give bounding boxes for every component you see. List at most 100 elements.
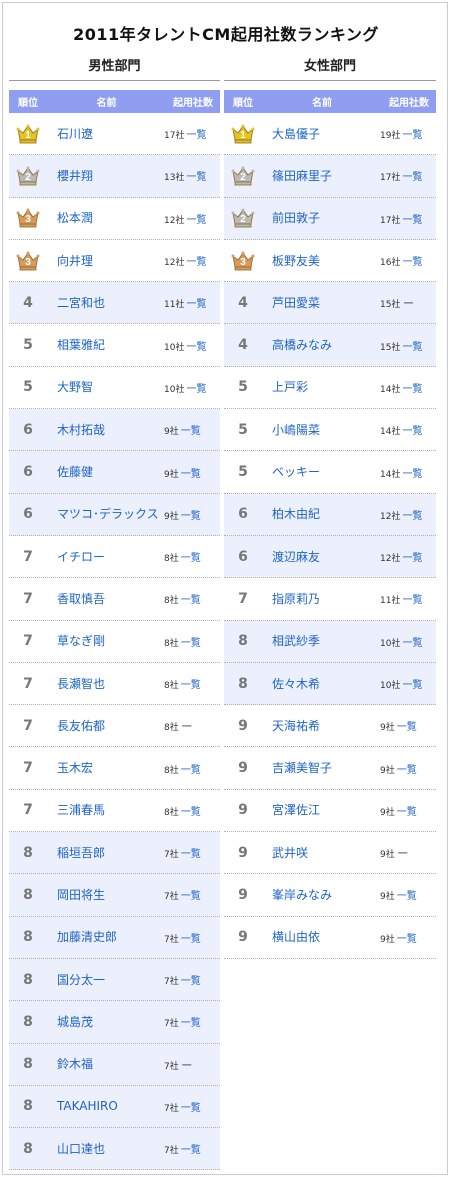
list-link[interactable]: 一覧 (180, 806, 201, 818)
talent-name-link[interactable]: 大島優子 (272, 126, 321, 141)
list-link[interactable]: 一覧 (186, 130, 207, 142)
talent-name-link[interactable]: 板野友美 (272, 253, 321, 268)
list-link[interactable]: 一覧 (180, 764, 201, 776)
talent-name-link[interactable]: 香取慎吾 (57, 591, 106, 606)
talent-name-link[interactable]: 相武紗季 (272, 634, 321, 649)
talent-name-link[interactable]: 櫻井翔 (57, 168, 94, 183)
list-link[interactable]: 一覧 (180, 891, 201, 903)
list-link[interactable]: 一覧 (186, 257, 207, 269)
list-link[interactable]: 一覧 (396, 764, 417, 776)
table-row: 6 柏木由紀 12社 一覧 (224, 493, 436, 536)
list-link[interactable]: 一覧 (402, 637, 423, 649)
talent-name-link[interactable]: 相葉雅紀 (57, 338, 106, 353)
list-link[interactable]: 一覧 (180, 595, 201, 607)
list-link[interactable]: 一覧 (186, 214, 207, 226)
talent-name-link[interactable]: 芦田愛菜 (272, 295, 321, 310)
count-cell: 8社 一覧 (164, 761, 220, 776)
talent-name-link[interactable]: 佐々木希 (272, 676, 321, 691)
talent-name-link[interactable]: 城島茂 (57, 1014, 94, 1029)
list-link[interactable]: 一覧 (186, 299, 207, 311)
talent-name-link[interactable]: 高橋みなみ (272, 338, 333, 353)
talent-name-link[interactable]: 草なぎ剛 (57, 634, 106, 649)
talent-name-link[interactable]: 峯岸みなみ (272, 887, 333, 902)
list-link[interactable]: 一覧 (396, 806, 417, 818)
talent-name-link[interactable]: 加藤清史郎 (57, 930, 118, 945)
talent-name-link[interactable]: ベッキー (272, 465, 321, 480)
count-cell: 14社 一覧 (380, 422, 436, 437)
list-link[interactable]: 一覧 (180, 933, 201, 945)
list-link[interactable]: 一覧 (186, 172, 207, 184)
rank-cell: 9 (224, 760, 262, 776)
list-link[interactable]: 一覧 (180, 553, 201, 565)
talent-name-link[interactable]: 岡田将生 (57, 887, 106, 902)
table-row: 8 岡田将生 7社 一覧 (9, 874, 220, 917)
talent-name-link[interactable]: 天海祐希 (272, 718, 321, 733)
talent-name-link[interactable]: 三浦春馬 (57, 803, 106, 818)
count-cell: 10社 一覧 (380, 676, 436, 691)
list-link[interactable]: 一覧 (402, 383, 423, 395)
list-link[interactable]: 一覧 (402, 172, 423, 184)
company-count: 7社 (164, 977, 179, 988)
talent-name-link[interactable]: 指原莉乃 (272, 591, 321, 606)
list-link[interactable]: 一覧 (180, 510, 201, 522)
talent-name-link[interactable]: 二宮和也 (57, 295, 106, 310)
list-link[interactable]: 一覧 (402, 468, 423, 480)
company-count: 9社 (164, 469, 179, 480)
talent-name-link[interactable]: 国分太一 (57, 972, 106, 987)
talent-name-link[interactable]: 大野智 (57, 380, 94, 395)
list-link[interactable]: 一覧 (180, 976, 201, 988)
talent-name-link[interactable]: 吉瀬美智子 (272, 761, 333, 776)
list-link[interactable]: 一覧 (402, 510, 423, 522)
list-link[interactable]: 一覧 (396, 933, 417, 945)
rank-cell: 2 (9, 165, 47, 187)
talent-name-link[interactable]: 佐藤健 (57, 465, 94, 480)
talent-name-link[interactable]: 渡辺麻友 (272, 549, 321, 564)
talent-name-link[interactable]: 前田敦子 (272, 211, 321, 226)
list-link[interactable]: 一覧 (402, 214, 423, 226)
list-link[interactable]: 一覧 (180, 1145, 201, 1157)
list-link[interactable]: 一覧 (402, 257, 423, 269)
table-row: 7 長瀬智也 8社 一覧 (9, 663, 220, 706)
rank-cell: 1 (9, 123, 47, 145)
list-link[interactable]: 一覧 (396, 722, 417, 734)
talent-name-link[interactable]: 宮澤佐江 (272, 803, 321, 818)
list-link[interactable]: 一覧 (180, 1018, 201, 1030)
talent-name-link[interactable]: 長友佑都 (57, 718, 106, 733)
talent-name-link[interactable]: マツコ･デラックス (57, 507, 159, 522)
talent-name-link[interactable]: TAKAHIRO (57, 1099, 118, 1114)
talent-name-link[interactable]: 小嶋陽菜 (272, 422, 321, 437)
talent-name-link[interactable]: 稲垣吾郎 (57, 845, 106, 860)
talent-name-link[interactable]: 山口達也 (57, 1141, 106, 1156)
table-row: 9 吉瀬美智子 9社 一覧 (224, 747, 436, 790)
list-link[interactable]: 一覧 (402, 426, 423, 438)
talent-name-link[interactable]: 柏木由紀 (272, 507, 321, 522)
list-link[interactable]: 一覧 (180, 849, 201, 861)
talent-name-link[interactable]: イチロー (57, 549, 106, 564)
talent-name-link[interactable]: 横山由依 (272, 930, 321, 945)
talent-name-link[interactable]: 上戸彩 (272, 380, 309, 395)
list-link[interactable]: 一覧 (402, 680, 423, 691)
list-link[interactable]: 一覧 (186, 341, 207, 353)
list-link[interactable]: 一覧 (186, 383, 207, 395)
list-link[interactable]: 一覧 (402, 130, 423, 142)
list-link[interactable]: 一覧 (180, 468, 201, 480)
talent-name-link[interactable]: 長瀬智也 (57, 676, 106, 691)
list-link[interactable]: 一覧 (402, 553, 423, 565)
list-link[interactable]: 一覧 (402, 595, 423, 607)
list-link[interactable]: 一覧 (180, 637, 201, 649)
list-link[interactable]: 一覧 (180, 680, 201, 691)
talent-name-link[interactable]: 篠田麻里子 (272, 168, 333, 183)
no-list-dash: 一 (181, 1060, 192, 1072)
talent-name-link[interactable]: 玉木宏 (57, 761, 94, 776)
talent-name-link[interactable]: 鈴木福 (57, 1057, 94, 1072)
list-link[interactable]: 一覧 (396, 891, 417, 903)
count-cell: 7社 一覧 (164, 972, 220, 987)
talent-name-link[interactable]: 石川遼 (57, 126, 94, 141)
talent-name-link[interactable]: 向井理 (57, 253, 94, 268)
talent-name-link[interactable]: 武井咲 (272, 845, 309, 860)
list-link[interactable]: 一覧 (180, 1102, 201, 1114)
list-link[interactable]: 一覧 (402, 341, 423, 353)
talent-name-link[interactable]: 木村拓哉 (57, 422, 106, 437)
talent-name-link[interactable]: 松本潤 (57, 211, 94, 226)
list-link[interactable]: 一覧 (180, 426, 201, 438)
